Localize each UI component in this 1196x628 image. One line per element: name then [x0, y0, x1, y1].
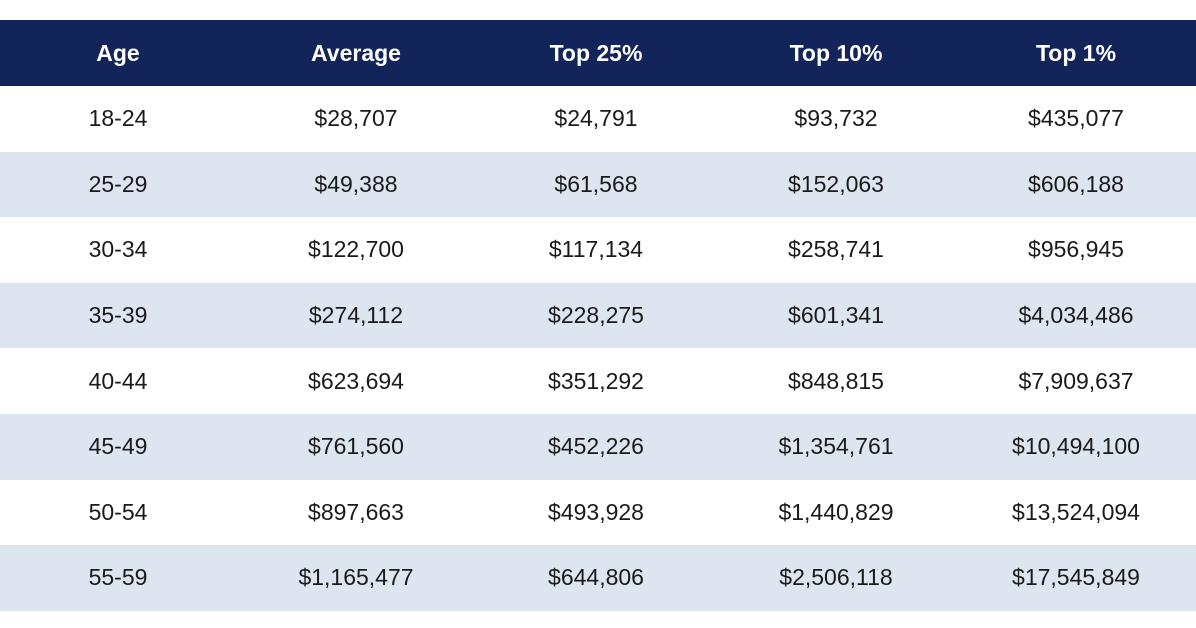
cell-average: $761,560	[308, 433, 404, 460]
cell-average: $897,663	[308, 498, 404, 525]
cell-age: 40-44	[88, 367, 148, 394]
cell-average: $28,707	[314, 105, 398, 132]
cell-top-10: $1,440,829	[778, 498, 894, 525]
cell-top-10: $258,741	[788, 236, 884, 263]
header-average[interactable]: Average	[311, 39, 401, 66]
table-row: 25-29 $49,388 $61,568 $152,063 $606,188	[0, 151, 1196, 218]
cell-top-10: $93,732	[794, 105, 878, 132]
cell-age: 30-34	[88, 236, 148, 263]
cell-age: 55-59	[88, 564, 148, 591]
cell-top-1: $10,494,100	[1012, 433, 1140, 460]
cell-top-1: $13,524,094	[1012, 498, 1140, 525]
cell-age: 18-24	[88, 105, 148, 132]
cell-top-1: $435,077	[1028, 105, 1124, 132]
cell-top-1: $4,034,486	[1018, 302, 1134, 329]
title-strip	[0, 0, 1196, 20]
header-top-1[interactable]: Top 1%	[1035, 39, 1117, 66]
cell-average: $49,388	[314, 170, 398, 197]
header-top-25[interactable]: Top 25%	[549, 39, 643, 66]
table-row: 35-39 $274,112 $228,275 $601,341 $4,034,…	[0, 282, 1196, 349]
cell-top-25: $117,134	[548, 236, 644, 263]
cell-age: 35-39	[88, 302, 148, 329]
cell-top-25: $644,806	[548, 564, 644, 591]
cell-top-10: $848,815	[788, 367, 884, 394]
cell-average: $623,694	[308, 367, 404, 394]
net-worth-table: Age Average Top 25% Top 10% Top 1% 18-24…	[0, 20, 1196, 611]
cell-top-25: $228,275	[548, 302, 644, 329]
header-age[interactable]: Age	[96, 39, 140, 66]
header-top-10[interactable]: Top 10%	[789, 39, 883, 66]
cell-age: 45-49	[88, 433, 148, 460]
table-row: 50-54 $897,663 $493,928 $1,440,829 $13,5…	[0, 479, 1196, 546]
cell-top-10: $601,341	[788, 302, 884, 329]
table-row: 18-24 $28,707 $24,791 $93,732 $435,077	[0, 86, 1196, 152]
cell-top-10: $2,506,118	[779, 564, 893, 591]
cell-top-1: $7,909,637	[1018, 367, 1134, 394]
cell-top-25: $452,226	[548, 433, 644, 460]
cell-average: $274,112	[308, 302, 404, 329]
cell-age: 50-54	[88, 498, 148, 525]
cell-top-1: $606,188	[1028, 170, 1124, 197]
table-row: 45-49 $761,560 $452,226 $1,354,761 $10,4…	[0, 413, 1196, 480]
table-row: 30-34 $122,700 $117,134 $258,741 $956,94…	[0, 217, 1196, 283]
cell-top-10: $152,063	[788, 170, 884, 197]
cell-top-25: $493,928	[548, 498, 644, 525]
cell-average: $122,700	[308, 236, 404, 263]
cell-top-1: $17,545,849	[1012, 564, 1140, 591]
cell-age: 25-29	[88, 170, 148, 197]
table-row: 55-59 $1,165,477 $644,806 $2,506,118 $17…	[0, 545, 1196, 611]
cell-average: $1,165,477	[298, 564, 414, 591]
cell-top-25: $61,568	[554, 170, 638, 197]
cell-top-25: $24,791	[554, 105, 638, 132]
cell-top-25: $351,292	[548, 367, 644, 394]
header-row: Age Average Top 25% Top 10% Top 1%	[0, 20, 1196, 86]
cell-top-10: $1,354,761	[778, 433, 894, 460]
table-row: 40-44 $623,694 $351,292 $848,815 $7,909,…	[0, 348, 1196, 414]
cell-top-1: $956,945	[1028, 236, 1124, 263]
